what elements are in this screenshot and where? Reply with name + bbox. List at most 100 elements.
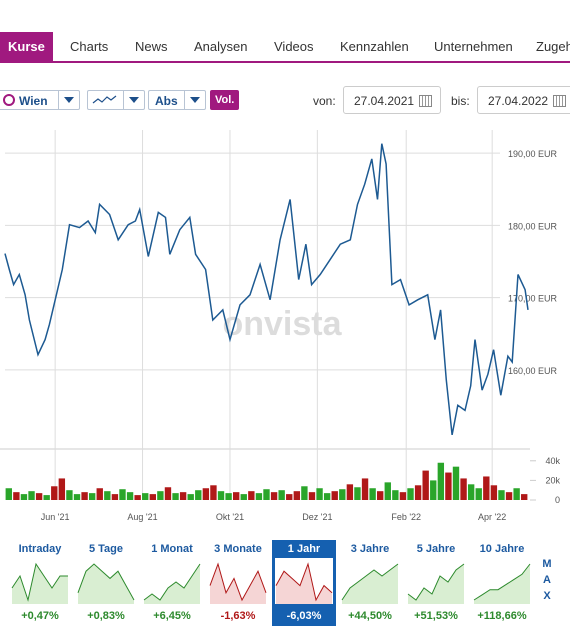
volume-bar <box>73 494 81 500</box>
from-label: von: <box>313 94 336 108</box>
tab-bar: Kurse Charts News Analysen Videos Kennzahlen U… <box>0 0 570 63</box>
volume-bar <box>430 480 437 500</box>
x-tick-label: Jun '21 <box>41 512 70 522</box>
volume-bar <box>51 486 58 500</box>
tab[interactable]: Videos <box>274 39 314 54</box>
volume-bar <box>452 466 460 500</box>
period-change: +51,53% <box>414 610 458 622</box>
chart-style-select[interactable] <box>87 90 145 110</box>
x-tick-label: Aug '21 <box>127 512 157 522</box>
from-date[interactable]: 27.04.2021 <box>343 86 441 114</box>
period-name: 3 Jahre <box>350 543 390 555</box>
to-date[interactable]: 27.04.2022 <box>477 86 570 114</box>
period-name: 10 Jahre <box>479 543 525 555</box>
period[interactable]: Intraday +0,47% <box>8 540 72 626</box>
volume-tick-label: 20k <box>545 475 560 485</box>
volume-bar <box>179 492 187 500</box>
volume-bar <box>505 492 513 500</box>
y-tick-label: 180,00 EUR <box>508 221 558 231</box>
tab[interactable]: Zugeh <box>536 39 570 54</box>
period-change: +6,45% <box>153 610 191 622</box>
period-name: 5 Jahre <box>416 543 456 555</box>
sparkline <box>473 558 531 604</box>
volume-bar <box>217 491 225 500</box>
volume-bar <box>134 495 141 500</box>
dropdown-arrow <box>123 91 144 109</box>
volume-bar <box>521 494 528 500</box>
period-name: Intraday <box>18 543 62 555</box>
volume-bar <box>331 491 338 500</box>
volume-bar <box>323 493 331 500</box>
volume-bar <box>377 491 384 500</box>
period[interactable]: 10 Jahre +118,66% <box>470 540 534 626</box>
volume-bar <box>339 489 346 500</box>
sparkline <box>407 558 465 604</box>
chart: onvista 160,00 EUR 170,00 EUR 180,00 EUR 19… <box>0 130 560 522</box>
volume-bar <box>437 462 445 500</box>
tab[interactable]: Kennzahlen <box>340 39 409 54</box>
volume-bar <box>316 488 323 500</box>
volume-bar <box>513 488 520 500</box>
volume-bar <box>445 472 452 500</box>
dropdown-arrow <box>184 91 205 109</box>
sparkline <box>341 558 399 604</box>
y-tick-label: 190,00 EUR <box>508 149 558 159</box>
spark-line <box>77 563 135 601</box>
period[interactable]: 3 Monate -1,63% <box>206 540 270 626</box>
spark-line <box>11 562 68 602</box>
volume-bar <box>475 488 482 500</box>
spark-area <box>210 564 266 604</box>
volume-bar <box>210 485 217 500</box>
volume-bar <box>66 490 73 500</box>
period[interactable]: 1 Monat +6,45% <box>140 540 204 626</box>
x-tick-label: Apr '22 <box>478 512 506 522</box>
volume-bar <box>240 494 247 500</box>
period[interactable]: 1 Jahr -6,03% <box>272 540 336 626</box>
tab[interactable]: Kurse <box>0 32 53 61</box>
volume-bar <box>384 482 391 500</box>
to-value: 27.04.2022 <box>488 94 549 108</box>
icon <box>3 94 15 106</box>
volume-bar <box>407 488 414 500</box>
tab[interactable]: Unternehmen <box>434 39 513 54</box>
volume-bar <box>498 490 505 500</box>
volume-bar <box>354 487 361 500</box>
period[interactable]: 5 Tage +0,83% <box>74 540 138 626</box>
volume-bar <box>13 492 20 500</box>
spark-line <box>275 562 333 602</box>
from-value: 27.04.2021 <box>354 94 415 108</box>
y-tick-label: 170,00 EUR <box>508 294 558 304</box>
volume-tick-label: 40k <box>545 456 560 466</box>
volume-bar <box>43 495 50 500</box>
tab[interactable]: Analysen <box>194 39 248 54</box>
spark-line <box>209 562 267 602</box>
exchange-select[interactable]: Wien <box>0 90 80 110</box>
x-tick-label: Feb '22 <box>391 512 421 522</box>
volume-bar <box>286 494 293 500</box>
period[interactable]: 5 Jahre +51,53% <box>404 540 468 626</box>
x-tick-label: Okt '21 <box>216 512 244 522</box>
volume-bar <box>414 485 422 500</box>
volume-bar <box>232 492 240 500</box>
volume-tick-label: 0 <box>555 495 560 505</box>
volume-toggle[interactable]: Vol. <box>210 90 240 110</box>
watermark: onvista <box>222 305 342 343</box>
period[interactable]: 3 Jahre +44,50% <box>338 540 402 626</box>
spark-area <box>474 564 530 604</box>
volume-bar <box>104 491 111 500</box>
volume-bar <box>369 488 376 500</box>
y-tick-label: 160,00 EUR <box>508 366 558 376</box>
period-change: +118,66% <box>477 610 527 622</box>
tab[interactable]: Charts <box>70 39 109 54</box>
mode: Abs <box>155 94 178 108</box>
volume-bar <box>20 494 28 500</box>
mode-select[interactable]: Abs <box>148 90 206 110</box>
tab[interactable]: News <box>135 39 168 54</box>
volume-bar <box>225 493 232 500</box>
volume-bar <box>202 488 210 500</box>
period-change: +0,47% <box>21 610 59 622</box>
period-name: 5 Tage <box>88 543 124 555</box>
volume-bar <box>255 493 263 500</box>
